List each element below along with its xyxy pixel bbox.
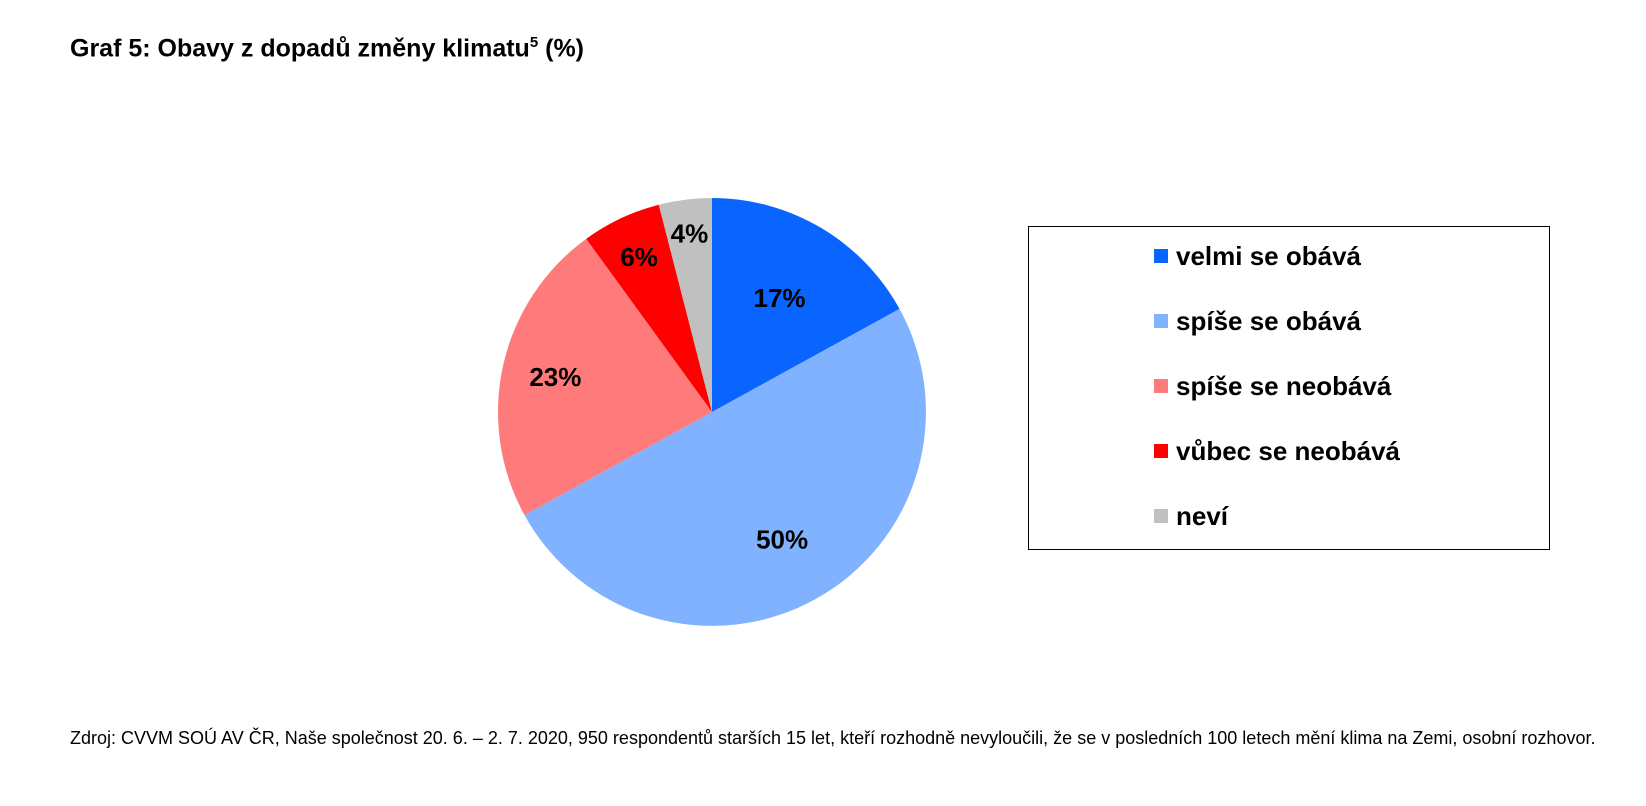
legend-item: vůbec se neobává <box>1154 436 1400 466</box>
source-note: Zdroj: CVVM SOÚ AV ČR, Naše společnost 2… <box>70 728 1596 748</box>
legend-swatch <box>1154 249 1168 263</box>
pie-slice-4 <box>586 204 712 412</box>
legend: velmi se obává spíše se obává spíše se neo… <box>1028 226 1550 550</box>
legend-label: vůbec se neobává <box>1176 435 1400 466</box>
legend-label: neví <box>1176 500 1229 531</box>
legend-item: velmi se obává <box>1154 241 1361 271</box>
legend-item: spíše se obává <box>1154 306 1361 336</box>
pie-slice-2 <box>524 308 926 626</box>
slice-value-label-3: 23% <box>529 362 581 392</box>
legend-swatch <box>1154 509 1168 523</box>
slice-value-label-2: 50% <box>756 525 808 555</box>
chart-title-text: Graf 5: Obavy z dopadů změny klimatu <box>70 34 530 63</box>
legend-swatch <box>1154 314 1168 328</box>
pie-slice-1 <box>712 198 900 412</box>
legend-swatch <box>1154 379 1168 393</box>
title-footnote-marker: 5 <box>529 34 539 51</box>
legend-label: spíše se neobává <box>1176 370 1392 401</box>
legend-label: spíše se obává <box>1176 305 1361 336</box>
legend-item: neví <box>1154 501 1228 531</box>
legend-item: spíše se neobává <box>1154 371 1391 401</box>
legend-swatch <box>1154 444 1168 458</box>
legend-label: velmi se obává <box>1176 240 1361 271</box>
slice-value-label-4: 6% <box>620 242 658 272</box>
slice-value-label-5: 4% <box>671 219 709 249</box>
slice-value-label-1: 17% <box>754 283 806 313</box>
chart-title: Graf 5: Obavy z dopadů změny klimatu5 (%… <box>70 34 584 63</box>
pie-slice-5 <box>658 198 712 412</box>
title-unit: (%) <box>545 34 585 63</box>
pie-slice-3 <box>498 238 712 516</box>
